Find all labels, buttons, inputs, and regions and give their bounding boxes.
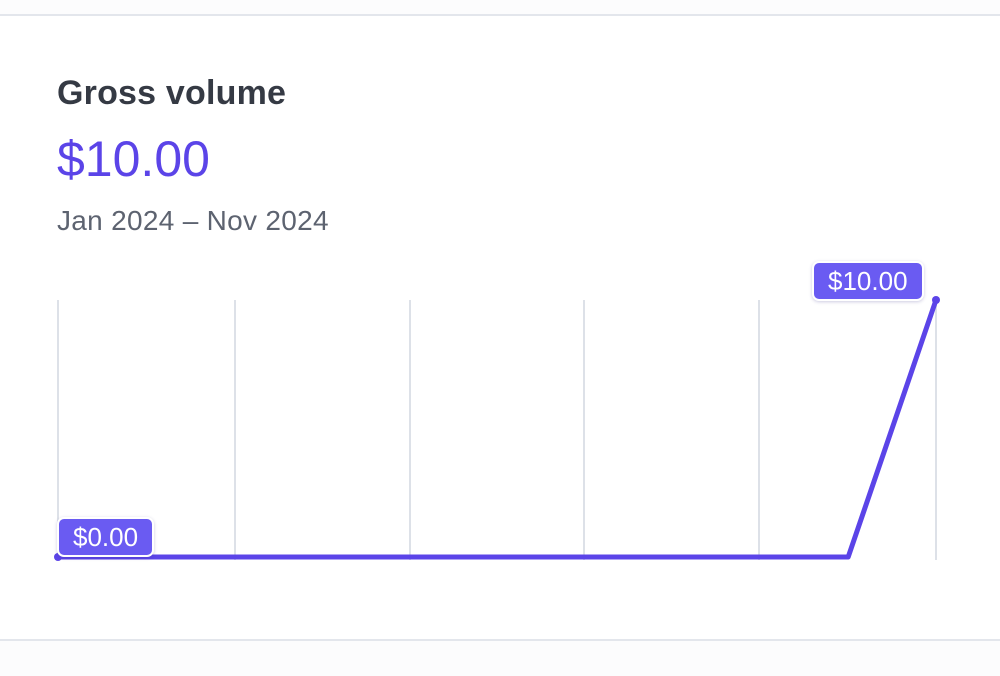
series-line (55, 297, 939, 560)
end-value-tooltip: $10.00 (812, 261, 924, 301)
top-divider (0, 14, 1000, 16)
data-point (932, 296, 940, 304)
date-range: Jan 2024 – Nov 2024 (57, 205, 329, 236)
bottom-divider (0, 639, 1000, 641)
chart-gridlines (57, 300, 937, 560)
start-value-tooltip: $0.00 (57, 517, 155, 557)
gross-volume-card[interactable] (0, 16, 1000, 639)
chart-series (54, 296, 940, 561)
widget-title: Gross volume (57, 74, 287, 112)
gross-volume-amount: $10.00 (57, 131, 210, 187)
